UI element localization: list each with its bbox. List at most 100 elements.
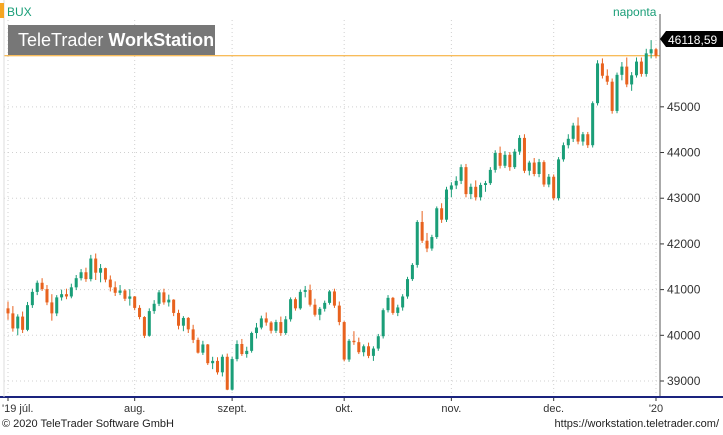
symbol-color-bar	[0, 3, 4, 18]
candle-body	[410, 264, 414, 280]
candle	[337, 301, 341, 326]
candle	[483, 180, 487, 192]
candle-body	[206, 344, 210, 364]
candle-body	[591, 103, 595, 146]
candle-body	[644, 53, 648, 74]
candle-body	[406, 279, 410, 297]
candle-body	[225, 356, 229, 390]
candle-body	[25, 305, 29, 330]
candle-body	[191, 329, 195, 340]
candle	[420, 211, 424, 244]
candle	[69, 283, 73, 299]
candle	[581, 131, 585, 146]
candle-body	[264, 318, 268, 323]
candle-body	[250, 333, 254, 351]
candle	[444, 186, 449, 222]
candle	[415, 220, 419, 268]
candle-body	[123, 290, 127, 299]
candle	[284, 316, 288, 335]
candle-body	[308, 290, 312, 305]
candle	[508, 152, 512, 171]
grid	[4, 20, 660, 397]
y-tick-label: 41000	[667, 283, 701, 297]
candle-body	[99, 268, 103, 273]
candle	[410, 263, 414, 281]
candle	[6, 301, 10, 320]
watermark-brand: TeleTrader	[18, 30, 104, 50]
candle-body	[94, 258, 98, 273]
candle-body	[557, 159, 561, 199]
candle-body	[513, 151, 517, 168]
candle-body	[420, 221, 424, 241]
watermark-badge: TeleTrader WorkStation	[8, 25, 215, 55]
interval-label[interactable]: naponta	[613, 5, 657, 19]
x-tick-label: okt.	[335, 403, 353, 415]
source-url-link[interactable]: https://workstation.teletrader.com/	[554, 418, 719, 430]
candle	[561, 142, 565, 162]
candle-body	[522, 137, 526, 171]
candle	[89, 254, 93, 282]
candle-body	[630, 75, 634, 85]
candle-body	[11, 313, 15, 329]
candle	[537, 158, 541, 178]
candle	[313, 298, 317, 317]
candles	[6, 40, 658, 391]
candle-body	[435, 208, 439, 238]
candle-body	[279, 322, 283, 334]
candle	[430, 234, 434, 251]
candle-body	[581, 134, 585, 142]
candle-body	[362, 346, 366, 353]
candle-body	[293, 299, 297, 309]
watermark-product: WorkStation	[108, 30, 215, 50]
candle	[108, 275, 112, 292]
candle	[318, 306, 322, 321]
candle-body	[181, 317, 185, 326]
candle-body	[284, 319, 288, 334]
candle-body	[518, 137, 522, 152]
y-tick-label: 42000	[667, 237, 701, 251]
candle	[289, 297, 293, 322]
candle-body	[620, 66, 624, 75]
candle	[396, 304, 400, 317]
candle	[133, 296, 137, 311]
candle-body	[318, 308, 322, 315]
candle-body	[30, 291, 34, 306]
candle-body	[157, 292, 161, 304]
candle-body	[196, 339, 200, 353]
candle-body	[347, 340, 351, 360]
candle	[571, 122, 575, 143]
candle	[454, 176, 458, 190]
candle	[274, 319, 278, 334]
candle	[488, 167, 492, 185]
candle	[94, 253, 98, 281]
candle-body	[425, 240, 429, 249]
candle	[142, 316, 146, 339]
candle-body	[172, 299, 176, 313]
candle	[245, 346, 249, 358]
candle	[50, 294, 54, 321]
candle-body	[133, 296, 137, 308]
candle-body	[493, 152, 497, 170]
candle-body	[639, 61, 643, 74]
candle	[518, 135, 522, 155]
candle-body	[113, 287, 117, 293]
candle-body	[625, 66, 629, 85]
candle	[469, 183, 473, 200]
candle-body	[142, 317, 146, 336]
candle-body	[79, 272, 83, 279]
candle	[625, 57, 629, 88]
x-tick-label: szept.	[217, 403, 246, 415]
candle	[381, 308, 385, 339]
candle	[162, 288, 166, 305]
candle	[128, 289, 132, 306]
candle-body	[488, 169, 492, 184]
candle	[464, 163, 468, 198]
candle-body	[469, 186, 473, 195]
candle	[55, 295, 59, 317]
candle	[357, 337, 361, 355]
symbol-label[interactable]: BUX	[7, 5, 32, 19]
candle	[328, 290, 332, 305]
y-tick-label: 40000	[667, 328, 701, 342]
candle	[557, 157, 561, 201]
